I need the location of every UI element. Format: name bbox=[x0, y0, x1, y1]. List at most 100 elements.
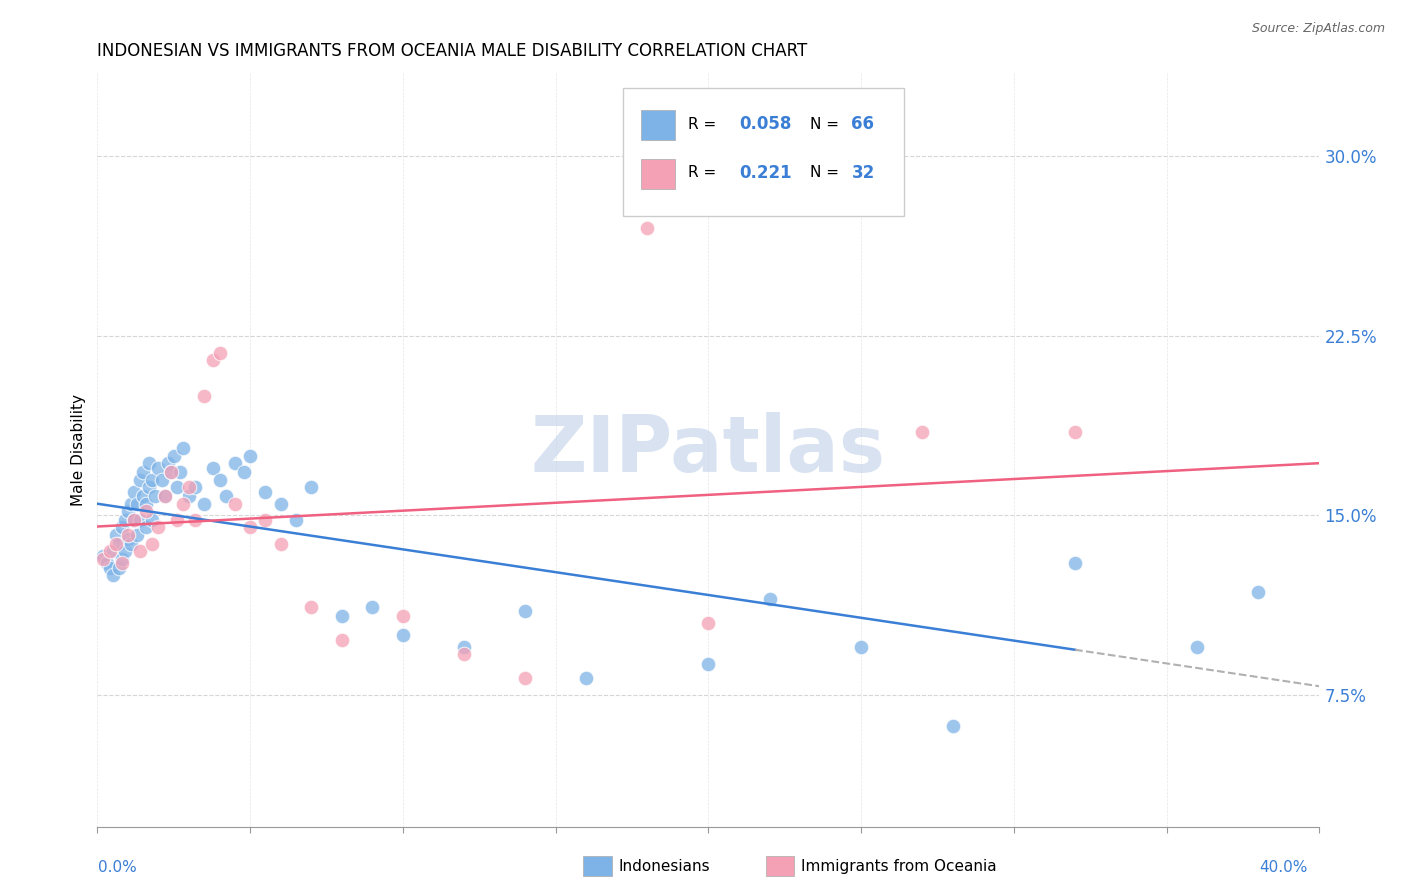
Point bbox=[153, 489, 176, 503]
FancyBboxPatch shape bbox=[583, 856, 612, 876]
Point bbox=[111, 551, 134, 566]
Point bbox=[184, 513, 207, 527]
Point bbox=[172, 442, 194, 456]
Point bbox=[392, 628, 415, 642]
Point bbox=[98, 544, 121, 558]
Point bbox=[101, 544, 124, 558]
Point bbox=[129, 513, 152, 527]
Point bbox=[125, 527, 148, 541]
Point bbox=[122, 513, 145, 527]
FancyBboxPatch shape bbox=[641, 110, 675, 140]
Point bbox=[166, 513, 188, 527]
Text: N =: N = bbox=[810, 117, 839, 132]
Point bbox=[942, 719, 965, 733]
Point bbox=[208, 473, 231, 487]
Point bbox=[1064, 557, 1087, 571]
Point bbox=[575, 671, 598, 685]
Point bbox=[138, 456, 160, 470]
Point bbox=[104, 537, 127, 551]
Text: Immigrants from Oceania: Immigrants from Oceania bbox=[801, 859, 997, 873]
Point bbox=[104, 527, 127, 541]
Point bbox=[159, 466, 181, 480]
Point bbox=[224, 496, 246, 510]
Point bbox=[101, 568, 124, 582]
Point bbox=[1187, 640, 1209, 655]
Point bbox=[697, 657, 720, 671]
Point bbox=[141, 537, 163, 551]
Text: 66: 66 bbox=[852, 115, 875, 134]
Text: INDONESIAN VS IMMIGRANTS FROM OCEANIA MALE DISABILITY CORRELATION CHART: INDONESIAN VS IMMIGRANTS FROM OCEANIA MA… bbox=[97, 42, 807, 60]
Point bbox=[330, 609, 353, 624]
Point bbox=[239, 520, 262, 534]
Point bbox=[111, 557, 134, 571]
Point bbox=[202, 352, 225, 367]
Point bbox=[120, 537, 142, 551]
Y-axis label: Male Disability: Male Disability bbox=[72, 393, 86, 506]
Point bbox=[153, 489, 176, 503]
Point bbox=[172, 496, 194, 510]
Text: N =: N = bbox=[810, 165, 839, 180]
Point bbox=[156, 456, 179, 470]
Point bbox=[166, 480, 188, 494]
Text: ZIPatlas: ZIPatlas bbox=[531, 411, 886, 488]
Point bbox=[254, 513, 277, 527]
Point bbox=[93, 551, 115, 566]
Point bbox=[697, 616, 720, 631]
Text: 40.0%: 40.0% bbox=[1260, 860, 1308, 874]
Point bbox=[184, 480, 207, 494]
Point bbox=[299, 599, 322, 614]
Point bbox=[239, 449, 262, 463]
Point bbox=[208, 345, 231, 359]
Point bbox=[233, 466, 256, 480]
Point bbox=[193, 389, 215, 403]
Point bbox=[132, 466, 155, 480]
Point bbox=[224, 456, 246, 470]
Point bbox=[453, 640, 475, 655]
Point bbox=[111, 520, 134, 534]
Point bbox=[135, 520, 157, 534]
Point bbox=[513, 671, 536, 685]
Text: 0.221: 0.221 bbox=[740, 164, 792, 182]
FancyBboxPatch shape bbox=[766, 856, 794, 876]
Point bbox=[453, 648, 475, 662]
Text: 0.0%: 0.0% bbox=[98, 860, 138, 874]
Text: 32: 32 bbox=[852, 164, 875, 182]
Text: Source: ZipAtlas.com: Source: ZipAtlas.com bbox=[1251, 22, 1385, 36]
Point bbox=[148, 520, 170, 534]
Point bbox=[392, 609, 415, 624]
Text: R =: R = bbox=[688, 117, 716, 132]
Point bbox=[117, 533, 139, 547]
Point bbox=[96, 557, 118, 571]
Point bbox=[93, 549, 115, 564]
Point bbox=[911, 425, 934, 439]
Point bbox=[122, 513, 145, 527]
Text: Indonesians: Indonesians bbox=[619, 859, 710, 873]
Point bbox=[513, 604, 536, 618]
Point bbox=[107, 561, 129, 575]
Point bbox=[254, 484, 277, 499]
Point bbox=[135, 496, 157, 510]
Point bbox=[1064, 425, 1087, 439]
Point bbox=[215, 489, 238, 503]
Point bbox=[169, 466, 191, 480]
Point bbox=[330, 633, 353, 648]
Point bbox=[849, 640, 872, 655]
Point bbox=[129, 473, 152, 487]
Point bbox=[159, 466, 181, 480]
Point bbox=[202, 460, 225, 475]
Point bbox=[270, 496, 292, 510]
Point bbox=[270, 537, 292, 551]
Point bbox=[299, 480, 322, 494]
Point bbox=[361, 599, 384, 614]
Point bbox=[141, 473, 163, 487]
Point bbox=[177, 489, 200, 503]
Point bbox=[758, 592, 780, 607]
Point bbox=[107, 537, 129, 551]
Point bbox=[114, 513, 136, 527]
Point bbox=[122, 484, 145, 499]
Point bbox=[148, 460, 170, 475]
Point bbox=[163, 449, 186, 463]
Point bbox=[120, 496, 142, 510]
Point bbox=[132, 489, 155, 503]
Point bbox=[284, 513, 307, 527]
